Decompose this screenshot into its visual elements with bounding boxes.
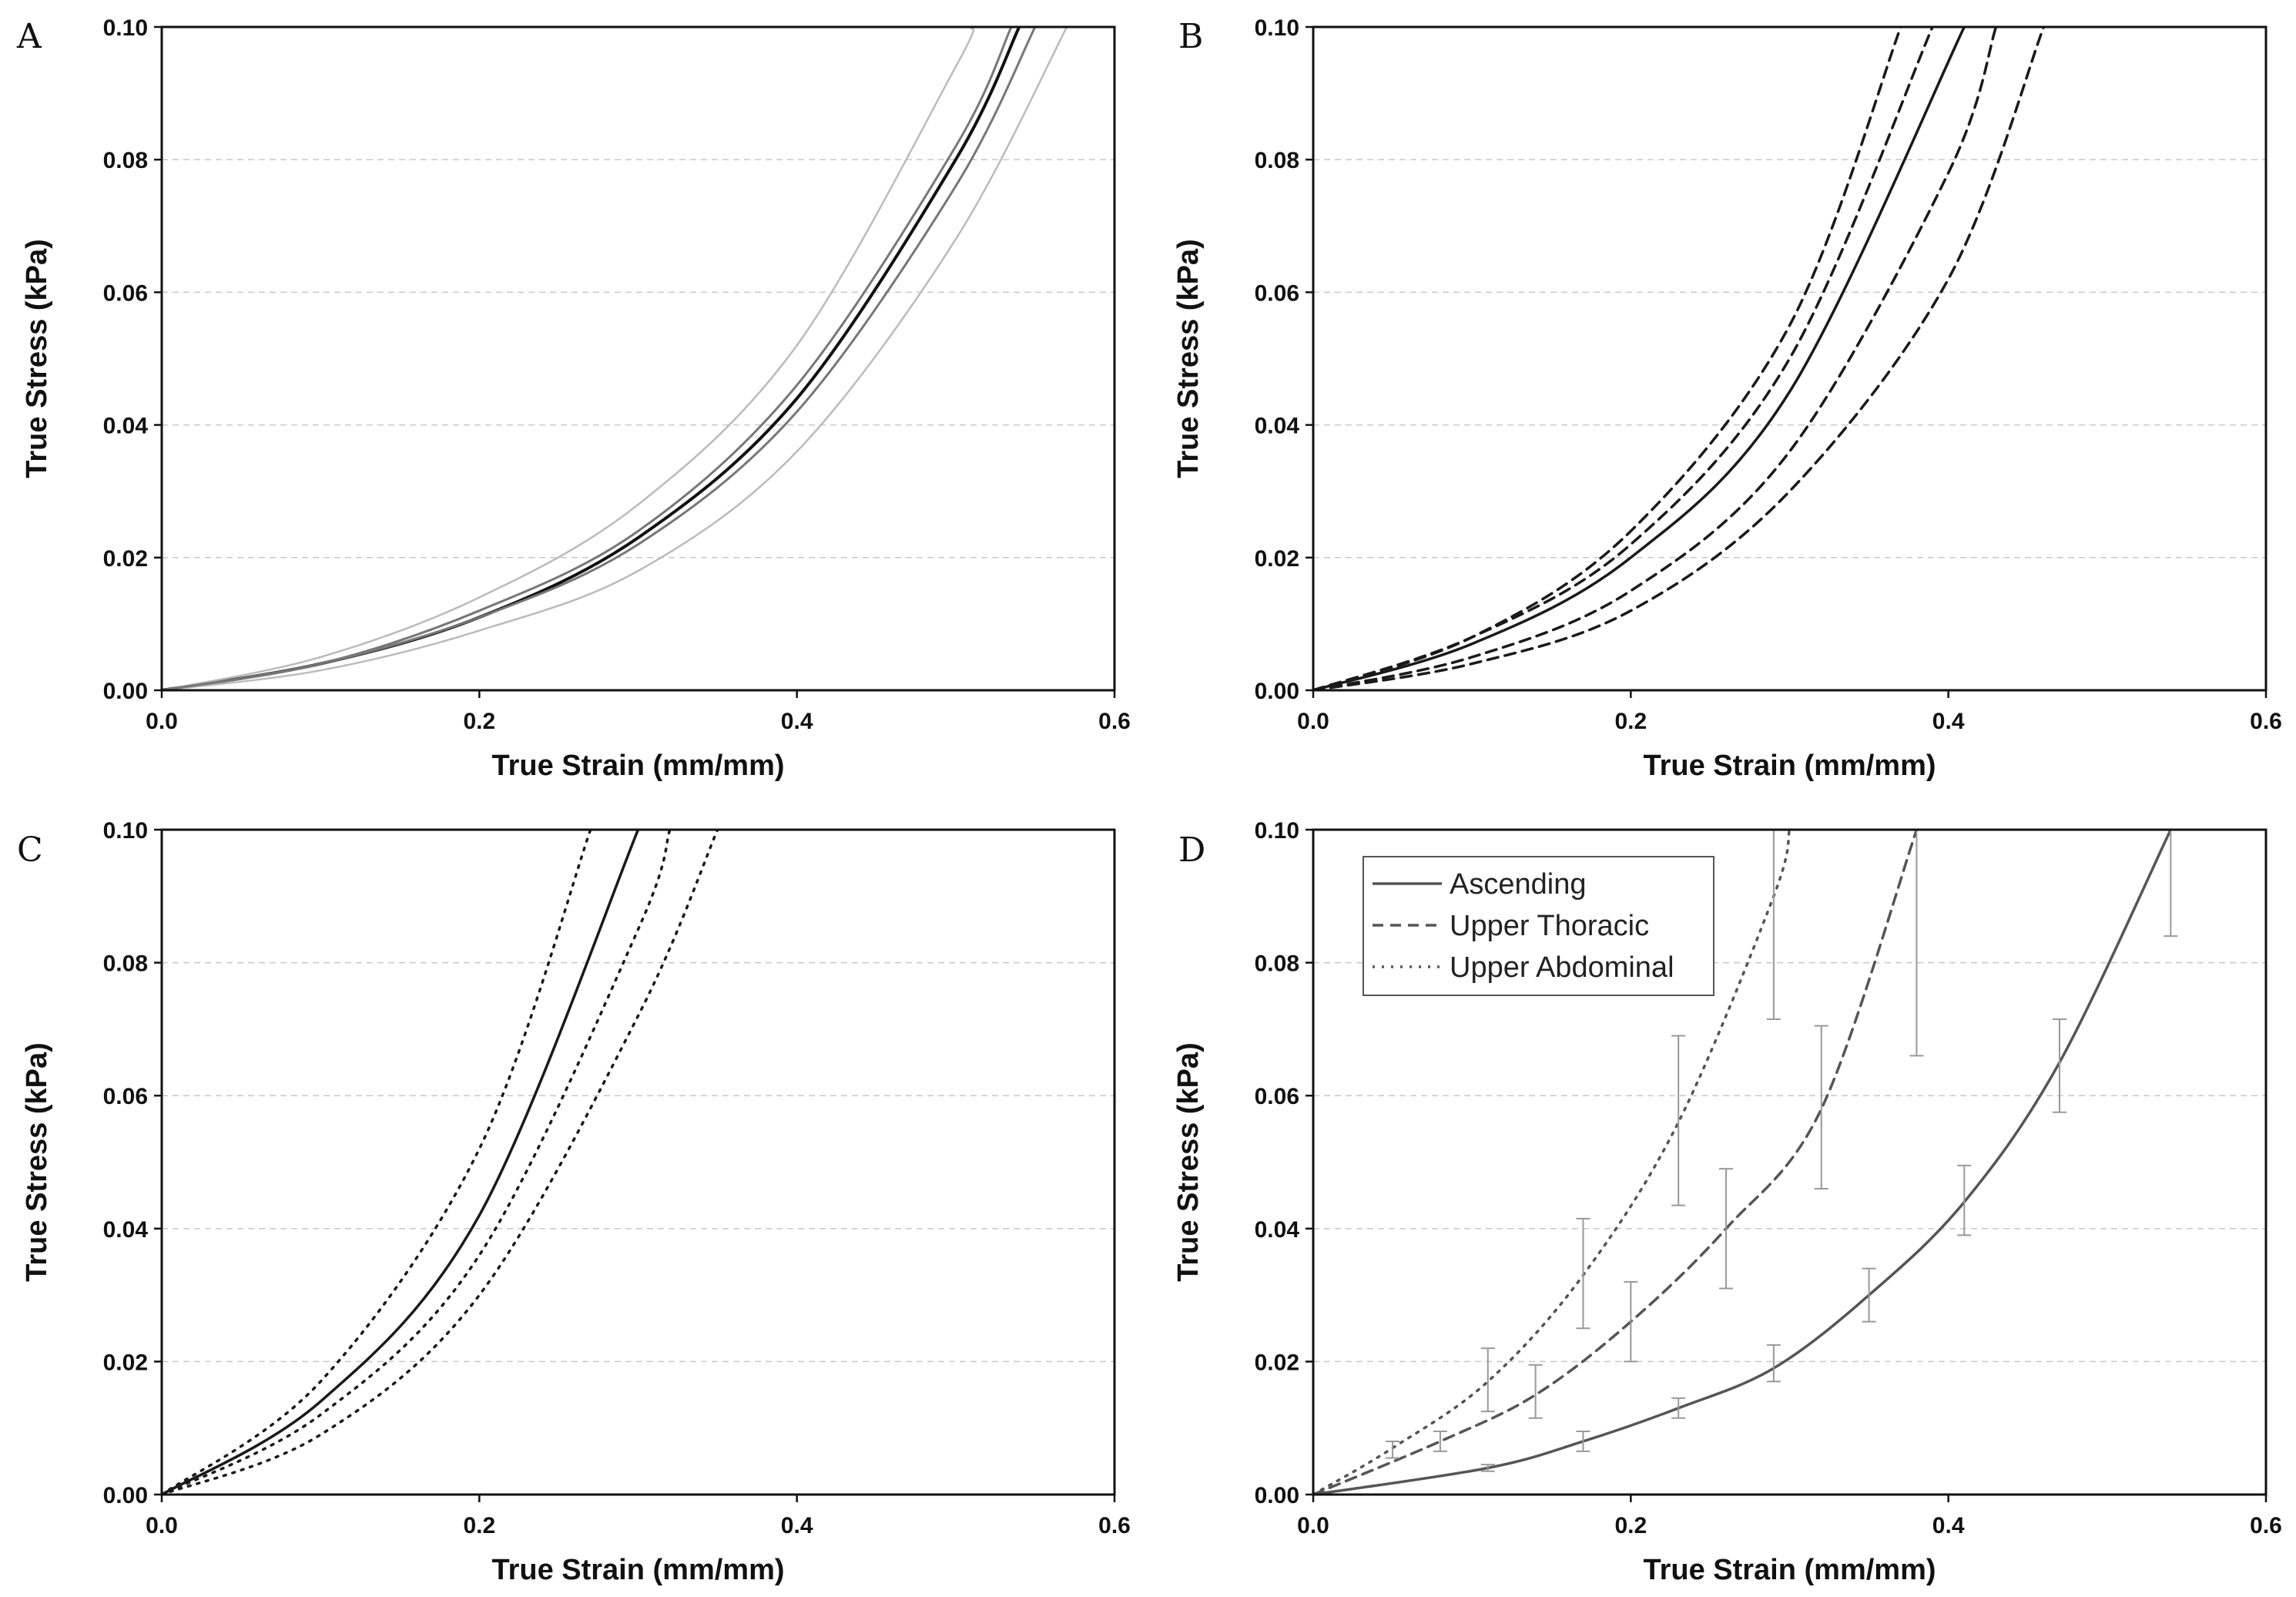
x-axis-title: True Strain (mm/mm) <box>1643 750 1936 782</box>
series-line-curve-4 <box>162 830 719 1495</box>
series-line-curve-5 <box>1313 27 2046 690</box>
legend-label: Upper Thoracic <box>1450 910 1649 942</box>
x-tick-label: 0.0 <box>1297 709 1329 734</box>
panel-letter: B <box>1178 17 1203 56</box>
series-line-upper-abdominal <box>1313 830 1792 1495</box>
y-tick-label: 0.08 <box>103 148 148 173</box>
y-axis-title: True Stress (kPa) <box>21 1042 53 1281</box>
y-tick-label: 0.06 <box>103 280 148 306</box>
plot-area <box>162 830 719 1495</box>
y-tick-label: 0.10 <box>103 818 148 844</box>
x-tick-label: 0.0 <box>1297 1513 1329 1538</box>
series-line-curve-3 <box>162 27 1068 690</box>
legend-label: Upper Abdominal <box>1450 951 1674 984</box>
chart-panel-d: D 0.00 0.02 0.04 0.06 0.08 0.10 0.0 0.2 0.4 0.6 Tru… <box>1172 818 2282 1586</box>
series-line-curve-3 <box>1313 27 1934 690</box>
x-tick-label: 0.0 <box>146 1513 178 1538</box>
y-tick-label: 0.06 <box>1255 1084 1299 1109</box>
y-tick-label: 0.06 <box>103 1084 148 1109</box>
y-tick-label: 0.10 <box>1255 818 1299 844</box>
plot-area <box>162 27 1068 690</box>
series-line-curve-5 <box>162 27 1037 690</box>
plot-area <box>1313 27 2046 690</box>
panel-letter: C <box>17 830 43 870</box>
y-tick-label: 0.02 <box>103 1350 148 1375</box>
series-line-curve-1 <box>1313 27 1966 690</box>
y-tick-label: 0.02 <box>1255 546 1299 572</box>
y-tick-label: 0.00 <box>1255 679 1299 704</box>
y-tick-label: 0.04 <box>1255 1217 1300 1243</box>
plot-frame <box>160 828 1116 1496</box>
series-line-curve-1 <box>162 27 1021 690</box>
x-tick-label: 0.0 <box>146 709 178 734</box>
x-tick-label: 0.4 <box>1932 709 1965 734</box>
legend: Ascending Upper Thoracic Upper Abdominal <box>1363 856 1714 996</box>
y-tick-label: 0.08 <box>103 951 148 977</box>
x-tick-label: 0.2 <box>1614 709 1647 734</box>
y-tick-label: 0.10 <box>103 15 148 41</box>
x-tick-label: 0.6 <box>1098 709 1131 734</box>
x-tick-label: 0.2 <box>1614 1513 1647 1538</box>
y-tick-label: 0.08 <box>1255 148 1299 173</box>
y-tick-label: 0.00 <box>103 1483 148 1508</box>
y-tick-label: 0.04 <box>1255 414 1300 439</box>
x-axis-title: True Strain (mm/mm) <box>1643 1554 1936 1586</box>
panel-letter: D <box>1178 830 1205 870</box>
x-tick-label: 0.4 <box>781 709 813 734</box>
plot-area <box>1313 830 2178 1495</box>
x-tick-label: 0.2 <box>463 709 495 734</box>
series-line-curve-4 <box>162 27 1013 690</box>
x-axis-title: True Strain (mm/mm) <box>491 1554 784 1586</box>
chart-panel-c: C 0.00 0.02 0.04 0.06 0.08 0.10 0.0 0.2 0.4 0.6 Tru… <box>17 818 1131 1586</box>
y-tick-label: 0.04 <box>103 414 149 439</box>
y-tick-label: 0.08 <box>1255 951 1299 977</box>
series-line-curve-1 <box>162 830 640 1495</box>
series-line-curve-4 <box>1313 27 1998 690</box>
x-tick-label: 0.6 <box>2250 1513 2282 1538</box>
y-tick-label: 0.10 <box>1255 15 1299 41</box>
chart-panel-a: A 0.00 0.02 0.04 0.06 0.08 0.10 0.0 0.2 0.4 0.6 Tru… <box>16 15 1131 782</box>
chart-panel-b: B 0.00 0.02 0.04 0.06 0.08 0.10 0.0 0.2 0.4 0.6 Tru… <box>1172 15 2282 782</box>
plot-frame <box>1312 25 2268 692</box>
y-axis-title: True Stress (kPa) <box>1172 239 1205 478</box>
y-tick-label: 0.00 <box>1255 1483 1299 1508</box>
x-tick-label: 0.4 <box>1932 1513 1965 1538</box>
plot-frame <box>1312 828 2268 1496</box>
series-line-curve-2 <box>1313 27 1902 690</box>
legend-box <box>1363 856 1714 996</box>
series-line-curve-2 <box>162 27 975 690</box>
x-tick-label: 0.2 <box>463 1513 495 1538</box>
y-tick-label: 0.02 <box>1255 1350 1299 1375</box>
y-tick-label: 0.00 <box>103 679 148 704</box>
x-axis-title: True Strain (mm/mm) <box>491 750 784 782</box>
series-line-upper-thoracic <box>1313 830 1919 1495</box>
y-tick-label: 0.04 <box>103 1217 149 1243</box>
y-axis-title: True Stress (kPa) <box>1172 1042 1205 1281</box>
plot-frame <box>160 25 1116 692</box>
y-tick-label: 0.02 <box>103 546 148 572</box>
panel-letter: A <box>16 17 42 56</box>
x-tick-label: 0.4 <box>781 1513 813 1538</box>
legend-label: Ascending <box>1450 868 1586 901</box>
series-line-curve-3 <box>162 830 672 1495</box>
x-tick-label: 0.6 <box>2250 709 2282 734</box>
y-axis-title: True Stress (kPa) <box>21 239 53 478</box>
series-line-curve-2 <box>162 830 592 1495</box>
x-tick-label: 0.6 <box>1098 1513 1131 1538</box>
y-tick-label: 0.06 <box>1255 280 1299 306</box>
